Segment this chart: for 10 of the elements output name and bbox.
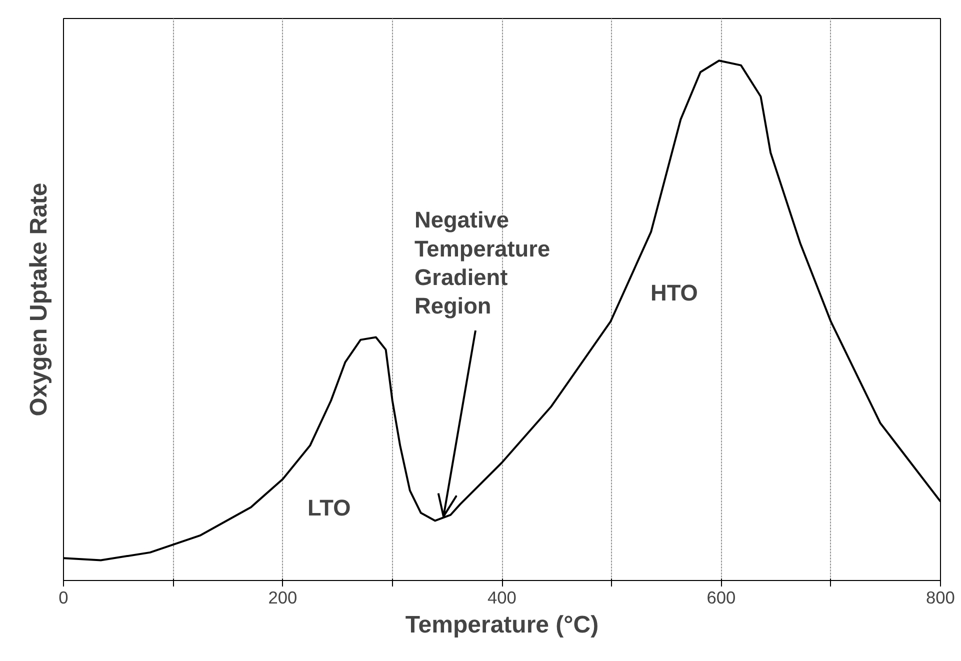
annotation: LTO [308,494,351,520]
x-tick-label: 600 [706,588,736,608]
x-tick-label: 800 [926,588,955,608]
annotation: HTO [650,280,698,306]
annotation: Negative Temperature Gradient Region [414,206,550,318]
x-tick-label: 400 [488,588,516,608]
x-axis-title: Temperature (°C) [405,612,599,638]
x-tick-label: 0 [58,588,68,608]
y-axis-title: Oxygen Uptake Rate [26,182,52,416]
x-tick-label: 200 [268,588,298,608]
